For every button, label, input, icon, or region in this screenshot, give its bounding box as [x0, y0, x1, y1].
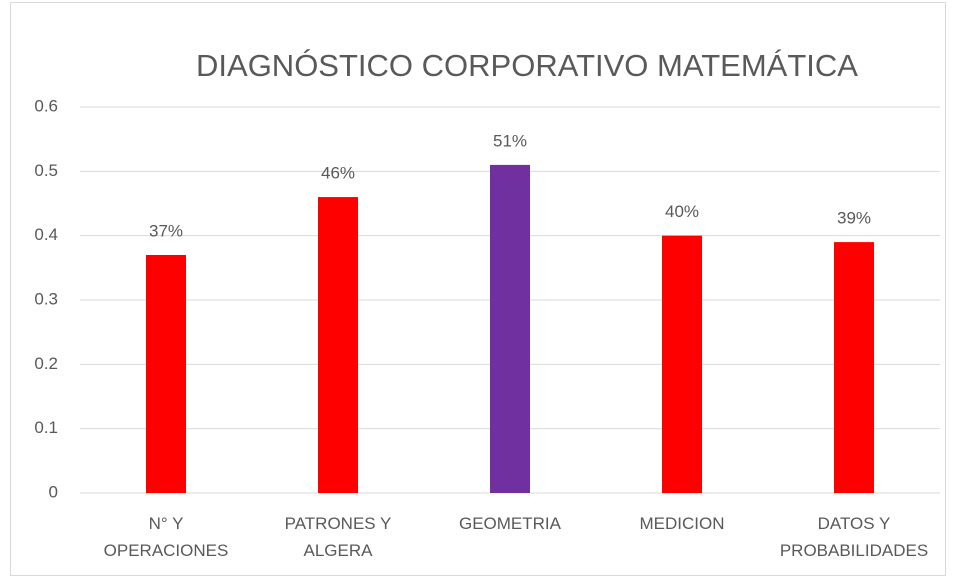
x-tick-label: DATOS Y PROBABILIDADES: [779, 514, 929, 560]
y-tick-label: 0: [49, 482, 58, 501]
value-label: 46%: [321, 164, 355, 183]
value-label: 37%: [149, 221, 183, 240]
bar: [490, 164, 530, 493]
y-tick-label: 0.4: [34, 225, 58, 244]
y-tick-label: 0.5: [34, 161, 58, 180]
bar: [318, 197, 358, 494]
y-tick-label: 0.3: [34, 289, 58, 308]
y-tick-label: 0.6: [34, 96, 58, 115]
value-label: 51%: [493, 131, 527, 150]
value-label: 40%: [665, 202, 699, 221]
y-tick-label: 0.1: [34, 418, 58, 437]
x-tick-label: MEDICION: [639, 514, 725, 533]
bar: [834, 242, 874, 493]
bar: [146, 254, 186, 493]
x-tick-label: PATRONES Y ALGERA: [284, 514, 392, 560]
bar: [662, 235, 702, 493]
value-label: 39%: [837, 209, 871, 228]
x-tick-label: N° Y OPERACIONES: [103, 514, 229, 560]
x-tick-label: GEOMETRIA: [458, 514, 561, 533]
y-tick-label: 0.2: [34, 354, 58, 373]
chart-title: DIAGNÓSTICO CORPORATIVO MATEMÁTICA: [196, 48, 858, 83]
